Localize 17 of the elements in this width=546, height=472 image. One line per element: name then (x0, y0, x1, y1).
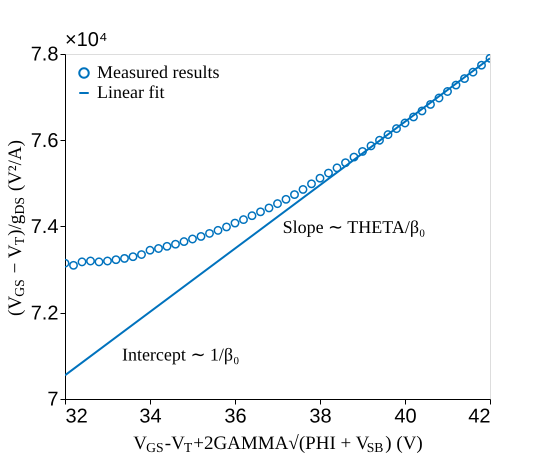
x-tick-label: 34 (139, 406, 162, 428)
legend-label: Linear fit (97, 82, 164, 102)
y-tick-label: 7.2 (30, 302, 58, 324)
x-tick-label: 32 (66, 406, 88, 428)
y-tick-label: 7 (47, 388, 58, 410)
legend-label: Measured results (97, 62, 220, 82)
x-tick-label: 42 (468, 406, 490, 428)
y-tick-label: 7.8 (30, 44, 58, 66)
annotation: Intercept ∼ 1/β₀ (122, 344, 240, 365)
annotation: Slope ∼ THETA/β₀ (282, 216, 426, 237)
y-tick-label: 7.6 (30, 130, 58, 152)
x-tick-label: 38 (309, 406, 332, 428)
y-tick-label: 7.4 (30, 216, 58, 238)
x-tick-label: 40 (394, 406, 417, 428)
y-axis-title: (VGS − VT)/gDS (V²/A) (5, 140, 27, 316)
x-tick-label: 36 (224, 406, 247, 428)
text: ×10⁴ (65, 29, 108, 51)
